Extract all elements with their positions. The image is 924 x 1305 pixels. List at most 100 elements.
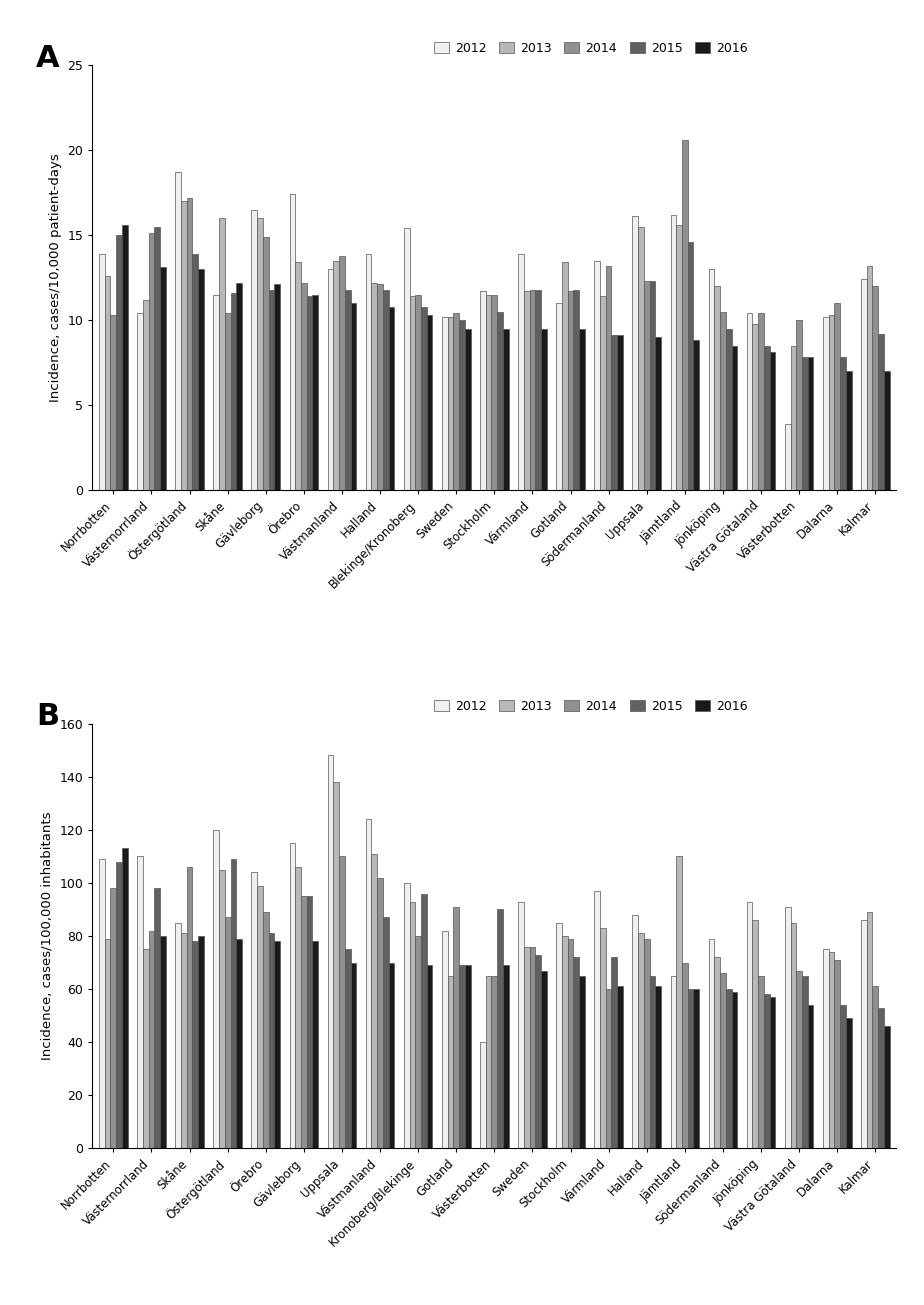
Bar: [492, 976, 497, 1148]
Bar: [366, 254, 371, 489]
Bar: [612, 335, 617, 489]
Bar: [709, 269, 714, 489]
Bar: [861, 279, 867, 489]
Bar: [480, 1043, 486, 1148]
Bar: [574, 290, 579, 489]
Bar: [802, 358, 808, 489]
Bar: [644, 938, 650, 1148]
Bar: [111, 889, 116, 1148]
Bar: [409, 902, 415, 1148]
Bar: [122, 848, 128, 1148]
Bar: [579, 976, 585, 1148]
Bar: [219, 218, 225, 489]
Bar: [676, 224, 682, 489]
Bar: [345, 290, 350, 489]
Bar: [541, 329, 547, 489]
Bar: [606, 989, 612, 1148]
Bar: [301, 283, 307, 489]
Bar: [720, 974, 725, 1148]
Bar: [524, 291, 529, 489]
Bar: [350, 963, 357, 1148]
Bar: [682, 963, 687, 1148]
Bar: [296, 262, 301, 489]
Bar: [289, 843, 296, 1148]
Bar: [345, 949, 350, 1148]
Bar: [263, 236, 269, 489]
Bar: [600, 296, 606, 489]
Bar: [459, 320, 465, 489]
Bar: [480, 291, 486, 489]
Bar: [562, 262, 567, 489]
Bar: [237, 938, 242, 1148]
Bar: [594, 891, 600, 1148]
Bar: [747, 902, 752, 1148]
Bar: [791, 346, 796, 489]
Bar: [442, 317, 447, 489]
Bar: [655, 987, 661, 1148]
Bar: [274, 941, 280, 1148]
Bar: [154, 227, 160, 489]
Bar: [632, 915, 638, 1148]
Bar: [447, 317, 454, 489]
Bar: [137, 313, 143, 489]
Bar: [328, 269, 334, 489]
Bar: [770, 997, 775, 1148]
Bar: [632, 217, 638, 489]
Bar: [770, 352, 775, 489]
Bar: [562, 936, 567, 1148]
Bar: [518, 254, 524, 489]
Bar: [257, 218, 263, 489]
Bar: [732, 346, 737, 489]
Bar: [884, 1026, 890, 1148]
Bar: [421, 894, 427, 1148]
Bar: [160, 268, 165, 489]
Bar: [612, 958, 617, 1148]
Bar: [840, 358, 845, 489]
Bar: [137, 856, 143, 1148]
Bar: [671, 976, 676, 1148]
Bar: [307, 897, 312, 1148]
Bar: [834, 960, 840, 1148]
Legend: 2012, 2013, 2014, 2015, 2016: 2012, 2013, 2014, 2015, 2016: [433, 701, 748, 713]
Bar: [427, 966, 432, 1148]
Bar: [725, 989, 732, 1148]
Bar: [334, 782, 339, 1148]
Bar: [219, 869, 225, 1148]
Bar: [459, 966, 465, 1148]
Bar: [447, 976, 454, 1148]
Bar: [650, 281, 655, 489]
Bar: [617, 335, 623, 489]
Bar: [111, 315, 116, 489]
Bar: [606, 266, 612, 489]
Bar: [829, 951, 834, 1148]
Bar: [213, 295, 219, 489]
Bar: [404, 228, 409, 489]
Bar: [149, 234, 154, 489]
Bar: [808, 358, 813, 489]
Bar: [251, 210, 257, 489]
Bar: [198, 936, 204, 1148]
Bar: [808, 1005, 813, 1148]
Bar: [225, 313, 230, 489]
Bar: [296, 867, 301, 1148]
Bar: [312, 295, 318, 489]
Bar: [676, 856, 682, 1148]
Bar: [671, 215, 676, 489]
Bar: [518, 902, 524, 1148]
Bar: [503, 966, 508, 1148]
Bar: [644, 281, 650, 489]
Bar: [541, 971, 547, 1148]
Bar: [714, 286, 720, 489]
Bar: [486, 295, 492, 489]
Bar: [834, 303, 840, 489]
Bar: [486, 976, 492, 1148]
Bar: [454, 907, 459, 1148]
Bar: [176, 923, 181, 1148]
Bar: [274, 284, 280, 489]
Bar: [535, 954, 541, 1148]
Bar: [377, 878, 383, 1148]
Bar: [154, 889, 160, 1148]
Bar: [187, 867, 192, 1148]
Bar: [99, 859, 104, 1148]
Bar: [301, 897, 307, 1148]
